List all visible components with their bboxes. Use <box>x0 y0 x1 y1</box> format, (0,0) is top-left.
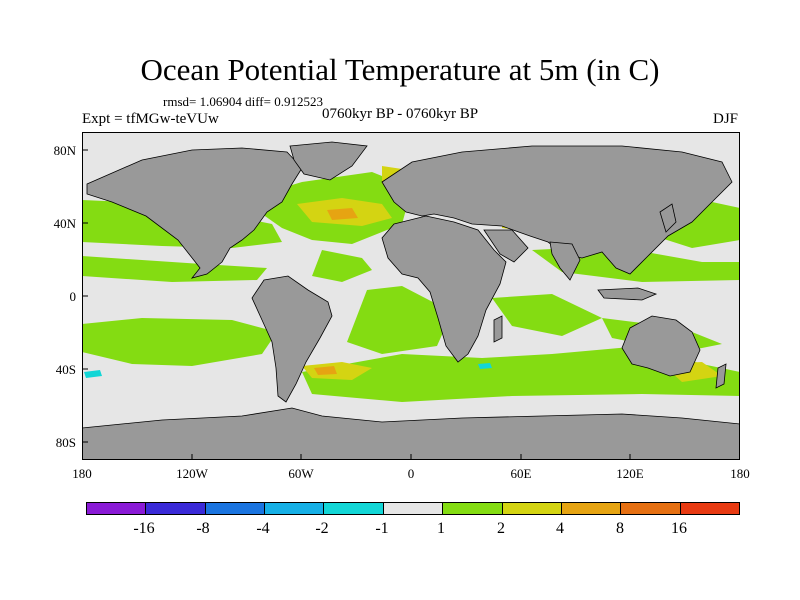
y-tick-label: 0 <box>69 289 77 304</box>
y-tick-label: 80N <box>53 143 76 158</box>
x-tick-label: 60W <box>288 466 314 481</box>
land-indonesia <box>597 287 658 301</box>
axis-ticks <box>82 149 631 460</box>
colorbar-box <box>680 503 739 514</box>
colorbar-label: 8 <box>616 520 624 537</box>
colorbar-label: -16 <box>133 520 155 537</box>
land-north-america <box>86 147 303 279</box>
colorbar-box <box>383 503 444 514</box>
land-south-america <box>251 275 333 403</box>
anomaly-patch-cyan <box>84 363 492 378</box>
x-tick-label: 60E <box>510 466 532 481</box>
x-tick-label: 120E <box>616 466 644 481</box>
colorbar-label: 4 <box>556 520 564 537</box>
x-tick-label: 120W <box>176 466 208 481</box>
colorbar-box <box>324 503 384 514</box>
colorbar-label: -8 <box>196 520 210 537</box>
colorbar-label: -4 <box>256 520 270 537</box>
colorbar <box>86 502 740 515</box>
land-masses <box>82 141 740 460</box>
land-arabia <box>483 229 529 263</box>
land-india <box>549 241 581 281</box>
colorbar-box <box>87 503 147 514</box>
map-title: Ocean Potential Temperature at 5m (in C) <box>140 52 660 87</box>
colorbar-box <box>443 503 503 514</box>
x-tick-label: 0 <box>407 466 415 481</box>
colorbar-box <box>146 503 206 514</box>
y-tick-label: 80S <box>55 435 76 450</box>
anomaly-patch-orange <box>314 208 358 375</box>
land-madagascar <box>493 315 503 343</box>
colorbar-box <box>621 503 681 514</box>
colorbar-box <box>561 503 622 514</box>
land-new-zealand <box>715 363 727 389</box>
x-tick-label: 180 <box>730 466 750 481</box>
y-tick-label: 40S <box>55 362 76 377</box>
world-map <box>82 132 740 460</box>
y-tick-label: 40N <box>53 216 76 231</box>
land-europe-asia <box>381 145 733 275</box>
x-tick-label: 180 <box>72 466 92 481</box>
season-label: DJF <box>712 111 738 127</box>
land-greenland <box>289 141 368 181</box>
colorbar-box <box>502 503 562 514</box>
colorbar-label: -2 <box>315 520 329 537</box>
colorbar-label: 16 <box>671 520 687 537</box>
stats-label: rmsd= 1.06904 diff= 0.912523 <box>163 94 323 109</box>
land-australia <box>621 315 701 377</box>
land-africa <box>381 215 507 363</box>
land-japan <box>659 203 677 233</box>
colorbar-label: 2 <box>497 520 505 537</box>
land-antarctica <box>82 407 740 460</box>
colorbar-box <box>205 503 266 514</box>
experiment-label: Expt = tfMGw-teVUw <box>82 111 219 127</box>
colorbar-label: -1 <box>375 520 389 537</box>
colorbar-box <box>265 503 325 514</box>
period-label: 0760kyr BP - 0760kyr BP <box>322 106 479 122</box>
colorbar-label: 1 <box>437 520 445 537</box>
